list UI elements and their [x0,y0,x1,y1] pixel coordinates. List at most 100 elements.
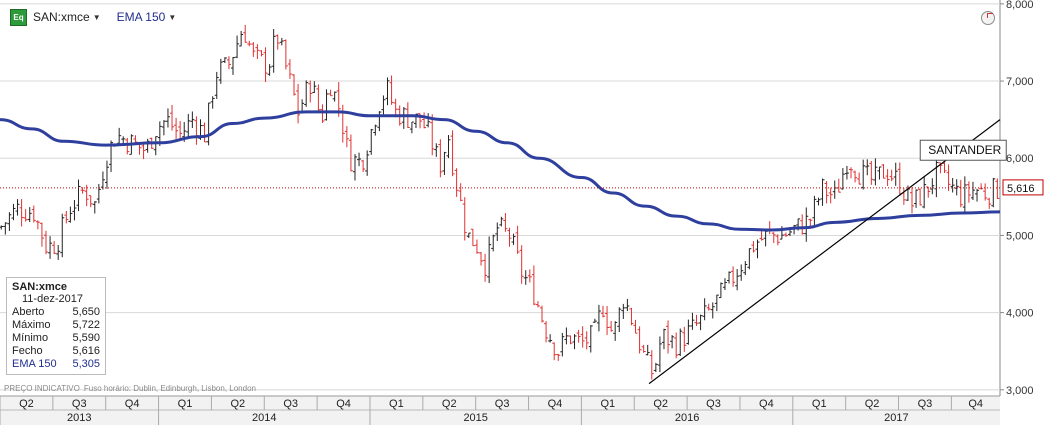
ohlc-bar [165,108,170,128]
ohlc-bar [873,158,878,186]
ohlc-bar [194,116,199,145]
ohlc-bar [812,195,817,226]
ohlc-bar [222,57,227,64]
ohlc-bar [434,143,439,157]
ohlc-bar [430,114,435,156]
quarter-label: Q2 [230,398,245,410]
ohlc-bar [621,303,626,319]
year-label: 2017 [884,412,908,424]
ohlc-bar [438,139,443,178]
quarter-label: Q4 [125,398,140,410]
ohlc-bar [979,183,984,190]
chevron-down-icon: ▼ [92,12,101,22]
legend-title: SAN:xmce [12,281,68,293]
y-tick-label: 6,000 [1006,153,1034,165]
ohlc-bar [348,134,353,172]
ohlc-bar [491,234,496,252]
ohlc-bar [710,302,715,319]
ohlc-bar [328,89,333,97]
ohlc-bar [340,104,345,143]
ohlc-bar [121,136,126,144]
ohlc-bar [462,197,467,241]
last-price-label: 5,616 [1007,183,1035,195]
ohlc-bar [531,265,536,306]
ohlc-bar [686,319,691,345]
ohlc-bar [889,169,894,182]
ohlc-bar [271,29,276,73]
indicator-dropdown[interactable]: EMA 150 ▼ [117,10,177,24]
ohlc-bar [401,106,406,129]
ohlc-bar [865,159,870,176]
ohlc-bar [255,44,260,60]
last-price-box [1002,179,1044,196]
ohlc-bar [291,74,296,96]
ohlc-bar [283,39,288,70]
ohlc-bar [80,187,85,194]
ohlc-bar [970,181,975,201]
ohlc-bar [771,232,776,244]
ohlc-bar [572,334,577,350]
ohlc-bar [588,325,593,353]
legend-date: 11-dez-2017 [22,293,83,305]
ohlc-bar [190,111,195,128]
quarter-label: Q2 [19,398,34,410]
ohlc-bar [775,234,780,246]
ohlc-bar [991,177,996,208]
ohlc-bar [308,80,313,103]
ohlc-bar [625,298,630,312]
ohlc-bar [580,326,585,348]
ohlc-bar [633,319,638,334]
ohlc-bar [0,225,4,230]
ohlc-bar [755,239,760,259]
ohlc-bar [259,50,264,57]
ohlc-bar [564,327,569,345]
ohlc-bar [743,261,748,276]
ohlc-bar [153,136,158,156]
ohlc-bar [995,178,1000,199]
ohlc-bar [804,207,809,242]
ohlc-bar [641,344,646,353]
ohlc-bar [540,305,545,323]
ohlc-bar [942,162,947,174]
ohlc-bar [279,37,284,46]
ohlc-bar [117,127,122,145]
ohlc-bar [678,328,683,356]
clock-icon[interactable] [981,11,995,25]
ohlc-bar [389,75,394,105]
ohlc-bar [231,57,236,75]
ohlc-bar [503,213,508,232]
legend-value: 5,616 [72,345,100,357]
quarter-label: Q2 [653,398,668,410]
ohlc-bar [897,162,902,196]
ohlc-bar [869,161,874,185]
y-tick-label: 7,000 [1006,76,1034,88]
ohlc-bar [706,303,711,311]
ohlc-bar [727,271,732,284]
timezone-note: Fuso horário: Dublin, Edinburgh, Lisbon,… [83,384,256,393]
ohlc-bar [316,84,321,113]
ohlc-bar [210,96,215,109]
ohlc-bar [84,184,89,207]
ohlc-bar [361,159,366,173]
ohlc-bar [568,335,573,345]
ohlc-bar [48,236,53,259]
quarter-label: Q1 [600,398,615,410]
ohlc-bar [312,81,317,94]
ohlc-bar [556,353,561,361]
ohlc-bar [548,334,553,343]
ohlc-bar [458,183,463,202]
ohlc-bar [698,314,703,331]
ohlc-bar [499,216,504,227]
ohlc-bar [975,188,980,202]
ohlc-bar [68,206,73,223]
ohlc-bar [64,210,69,224]
ohlc-bar [186,113,191,140]
price-type-note: PREÇO INDICATIVO [4,384,80,393]
ohlc-bar [170,104,175,131]
legend-row-ema: EMA 150 5,305 [12,358,100,371]
ohlc-bar [844,165,849,180]
data-legend: SAN:xmce 11-dez-2017 Aberto 5,650 Máximo… [6,277,106,375]
legend-label: Mínimo [12,332,49,344]
legend-row-open: Aberto 5,650 [12,306,100,319]
symbol-dropdown[interactable]: SAN:xmce ▼ [33,10,101,24]
